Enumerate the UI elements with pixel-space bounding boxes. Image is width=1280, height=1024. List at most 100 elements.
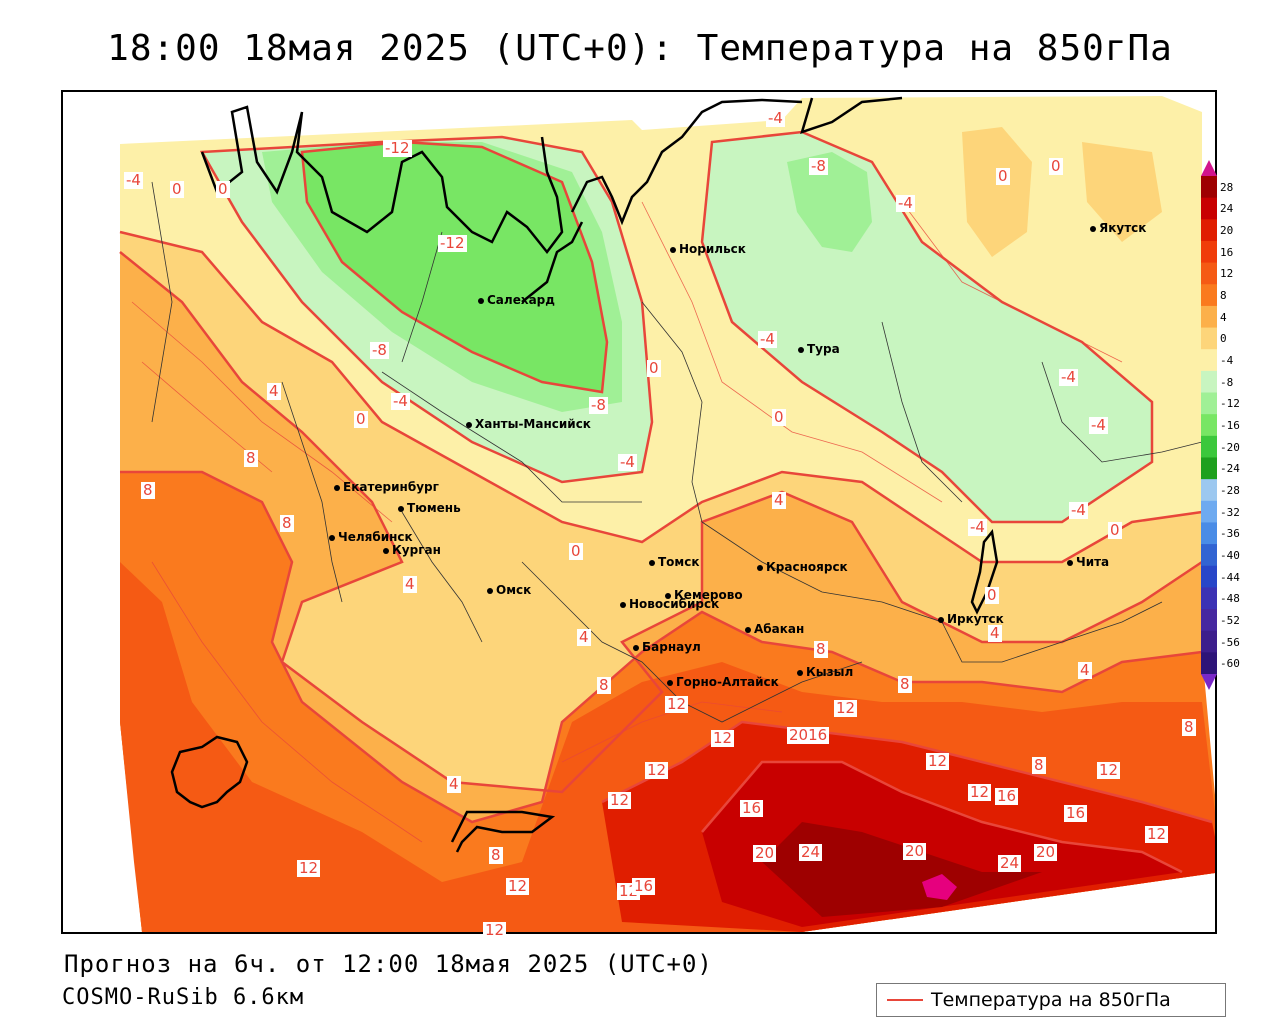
legend-label: Температура на 850гПа	[931, 989, 1171, 1011]
colorbar-top-arrow	[1201, 160, 1217, 176]
colorbar-tick-label: -16	[1220, 419, 1240, 432]
city-marker: Томск	[649, 556, 700, 568]
coastlines	[170, 96, 999, 853]
colorbar-tick-label: -32	[1220, 505, 1240, 519]
contour-label: 12	[1145, 825, 1169, 843]
colorbar-swatch	[1201, 587, 1217, 610]
colorbar-tick-label: -12	[1220, 397, 1240, 411]
zone-extreme	[922, 874, 957, 900]
isolines	[119, 130, 1213, 874]
city-name: Тура	[807, 342, 840, 356]
contour-label: 12	[665, 695, 689, 713]
contour-label: 0	[170, 180, 184, 198]
contour-label: -4	[618, 453, 637, 471]
zone-warm-east2	[1082, 142, 1162, 242]
colorbar-bottom-arrow	[1201, 674, 1217, 690]
city-dot-icon	[398, 505, 404, 512]
colorbar-tick-label: 8	[1220, 289, 1227, 303]
city-marker: Салехард	[478, 294, 555, 306]
colorbar-swatch	[1201, 197, 1217, 220]
contour-label: -4	[758, 330, 777, 348]
colorbar-swatch	[1201, 414, 1217, 437]
colorbar-swatch	[1201, 370, 1217, 394]
city-marker: Омск	[487, 584, 531, 596]
contour-label: 8	[244, 449, 258, 467]
city-marker: Кемерово	[665, 589, 743, 601]
city-name: Тюмень	[407, 501, 461, 515]
city-marker: Барнаул	[633, 641, 701, 653]
contour-label: 12	[506, 877, 530, 895]
colorbar-swatch	[1201, 544, 1217, 567]
map-frame	[61, 90, 1217, 934]
colorbar-tick-label: 28	[1220, 180, 1234, 194]
contour-label: 12	[608, 791, 632, 809]
colorbar-swatch	[1201, 522, 1217, 545]
city-name: Абакан	[754, 622, 805, 636]
city-marker: Абакан	[745, 623, 804, 635]
colorbar-tick-label: -4	[1220, 354, 1234, 368]
city-dot-icon	[798, 346, 804, 353]
city-name: Кызыл	[806, 665, 854, 679]
city-marker: Чита	[1067, 556, 1109, 568]
colorbar-tick-label: -48	[1220, 592, 1240, 606]
city-dot-icon	[633, 644, 639, 651]
legend-line-swatch	[887, 999, 923, 1001]
colorbar-swatch	[1201, 392, 1217, 415]
contour-label: -4	[968, 518, 987, 536]
contour-label: 8	[814, 640, 828, 658]
colorbar-swatch	[1201, 305, 1217, 329]
city-dot-icon	[466, 421, 472, 428]
contour-label: 16	[632, 877, 656, 895]
contour-label: 0	[647, 359, 661, 377]
colorbar-swatch	[1201, 240, 1217, 264]
city-marker: Горно-Алтайск	[667, 676, 779, 688]
city-dot-icon	[383, 547, 389, 554]
contour-label: -4	[896, 194, 915, 212]
contour-label: 0	[1049, 157, 1063, 175]
contour-label: -12	[438, 234, 467, 252]
contour-label: 8	[280, 514, 294, 532]
contour-label: 12	[483, 921, 507, 939]
contour-label: -4	[1059, 368, 1078, 386]
city-marker: Кызыл	[797, 666, 853, 678]
contour-label: -8	[589, 396, 608, 414]
city-dot-icon	[665, 592, 671, 599]
colorbar-tick-label: -24	[1220, 462, 1240, 476]
colorbar-tick-label: -44	[1220, 570, 1240, 584]
city-marker: Норильск	[670, 243, 746, 255]
city-marker: Новосибирск	[620, 598, 719, 610]
contour-label: 4	[447, 775, 461, 793]
contour-label: 12	[834, 699, 858, 717]
city-name: Красноярск	[766, 560, 848, 574]
colorbar-swatch	[1201, 262, 1217, 285]
contour-label: 20	[1034, 843, 1058, 861]
city-dot-icon	[670, 246, 676, 253]
contour-label: 8	[1032, 756, 1046, 774]
colorbar-tick-label: 0	[1220, 332, 1227, 346]
colorbar-tick-label: -36	[1220, 527, 1240, 541]
city-name: Горно-Алтайск	[676, 675, 779, 689]
map-title: 18:00 18мая 2025 (UTC+0): Температура на…	[107, 28, 1173, 69]
colorbar-swatch	[1201, 565, 1217, 588]
legend: Температура на 850гПа	[876, 983, 1226, 1017]
city-dot-icon	[745, 626, 751, 633]
city-name: Норильск	[679, 242, 746, 256]
contour-label: 4	[577, 628, 591, 646]
city-marker: Ханты-Мансийск	[466, 418, 591, 430]
colorbar-tick-label: 4	[1220, 310, 1227, 324]
contour-label: 8	[898, 675, 912, 693]
city-dot-icon	[667, 679, 673, 686]
contour-label: 4	[403, 575, 417, 593]
city-name: Омск	[496, 583, 532, 597]
contour-label: 0	[996, 167, 1010, 185]
contour-label: 4	[1078, 661, 1092, 679]
contour-label: -12	[383, 139, 412, 157]
colorbar-swatch	[1201, 609, 1217, 632]
contour-label: -8	[809, 157, 828, 175]
city-dot-icon	[797, 669, 803, 676]
contour-label: 12	[926, 752, 950, 770]
city-dot-icon	[487, 587, 493, 594]
city-marker: Красноярск	[757, 561, 848, 573]
colorbar-swatch	[1201, 435, 1217, 458]
city-marker: Курган	[383, 544, 441, 556]
